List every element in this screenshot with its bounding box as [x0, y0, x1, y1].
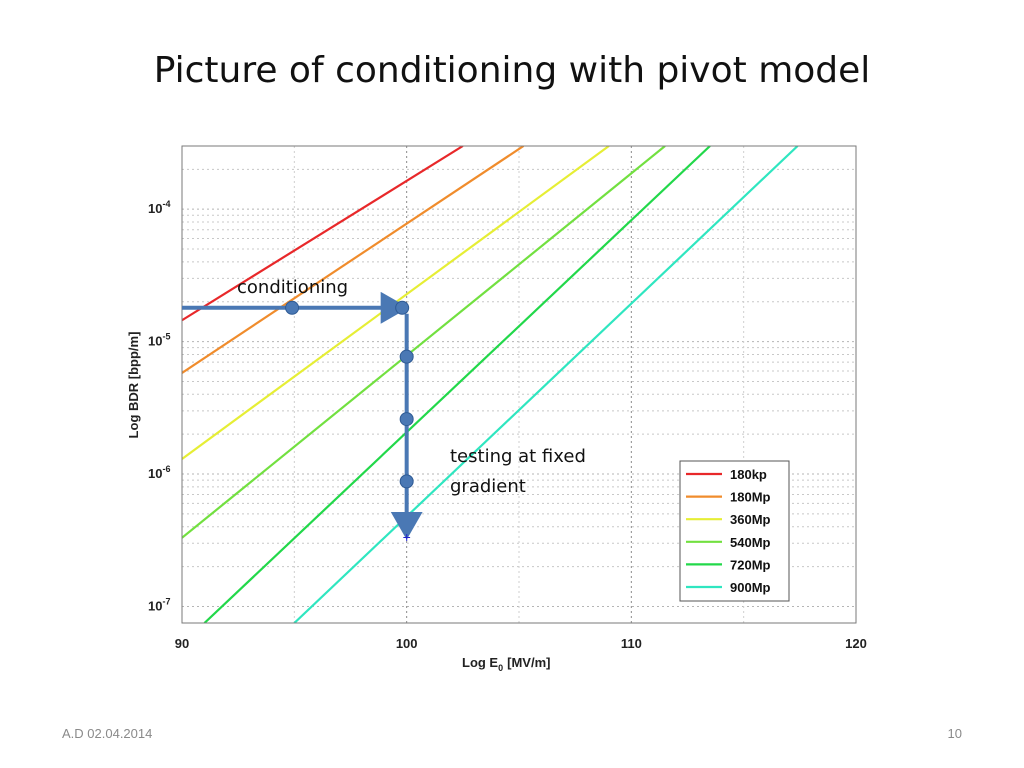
x-tick-label: 100	[396, 636, 418, 651]
y-tick-exponent: -5	[162, 332, 170, 342]
y-tick-label: 10-6	[148, 464, 170, 481]
x-axis-label-unit: [MV/m]	[507, 655, 550, 670]
data-marker	[285, 300, 300, 315]
series-line-180mp	[182, 146, 525, 374]
y-axis-label: Log BDR [bpp/m]	[126, 332, 141, 439]
testing-label-line2: gradient	[450, 476, 526, 497]
data-marker	[395, 300, 410, 315]
legend-label: 540Mp	[730, 535, 771, 550]
x-tick-label: 110	[621, 636, 642, 651]
target-point-marker: +	[403, 529, 411, 545]
legend-label: 900Mp	[730, 580, 771, 595]
y-tick-label: 10-5	[148, 332, 170, 349]
series-line-720mp	[203, 146, 711, 623]
y-tick-base: 10	[148, 466, 162, 481]
legend-label: 180Mp	[730, 490, 771, 505]
data-marker	[399, 349, 414, 364]
annotation-arrows: +	[182, 291, 423, 545]
y-tick-label: 10-7	[148, 596, 170, 613]
series-line-180kp	[182, 146, 464, 322]
legend: 180kp 180Mp 360Mp 540Mp 720Mp 900Mp	[679, 460, 790, 602]
x-tick-labels: 90 100 110 120	[175, 636, 867, 651]
y-tick-exponent: -4	[162, 199, 170, 209]
series-line-900mp	[293, 146, 799, 623]
legend-label: 720Mp	[730, 557, 771, 572]
slide-title: Picture of conditioning with pivot model	[153, 50, 871, 91]
y-tick-base: 10	[148, 201, 162, 216]
legend-box	[679, 460, 790, 602]
page-number: 10	[947, 726, 962, 741]
x-tick-label: 90	[175, 636, 189, 651]
x-axis-label-subscript: 0	[498, 663, 503, 673]
y-tick-base: 10	[148, 334, 162, 349]
testing-label-line1: testing at fixed	[450, 446, 586, 467]
footer-date: A.D 02.04.2014	[62, 726, 153, 741]
plot-frame	[181, 145, 857, 624]
legend-label: 360Mp	[730, 512, 771, 527]
y-tick-base: 10	[148, 598, 162, 613]
data-marker	[399, 474, 414, 489]
legend-label: 180kp	[730, 467, 767, 482]
x-tick-label: 120	[845, 636, 867, 651]
x-axis-label-main: Log E	[462, 655, 498, 670]
series-lines	[182, 146, 799, 623]
y-tick-exponent: -6	[162, 464, 170, 474]
data-marker	[399, 412, 414, 427]
y-tick-label: 10-4	[148, 199, 170, 216]
series-line-540mp	[182, 146, 666, 539]
x-axis-label: Log E0 [MV/m]	[462, 655, 550, 673]
y-tick-labels: 10-410-510-610-7	[148, 199, 170, 613]
y-tick-exponent: -7	[162, 596, 170, 606]
conditioning-label: conditioning	[237, 277, 348, 298]
